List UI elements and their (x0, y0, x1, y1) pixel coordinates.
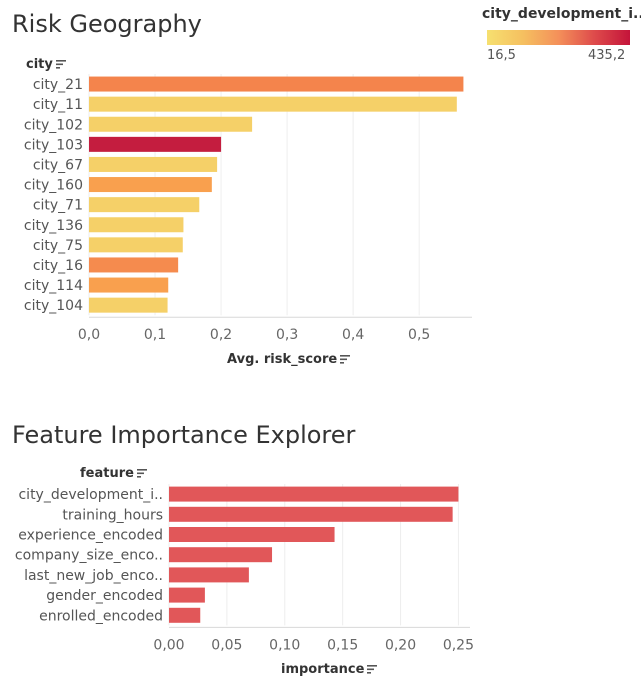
x-tick-label: 0,00 (153, 637, 184, 653)
city-field-header[interactable]: city (26, 57, 66, 72)
x-tick-label: 0,20 (385, 637, 416, 653)
category-label: city_21 (33, 77, 83, 93)
feature-importance-title: Feature Importance Explorer (12, 421, 356, 449)
category-label: city_development_i.. (18, 487, 163, 503)
sort-icon[interactable] (136, 469, 147, 478)
category-label: city_114 (24, 278, 83, 294)
city-field-label: city (26, 57, 53, 72)
category-label: city_103 (24, 137, 83, 153)
importance-axis-header[interactable]: importance (281, 662, 378, 677)
category-label: city_75 (33, 238, 83, 254)
risk-geography-title: Risk Geography (12, 10, 202, 38)
category-label: last_new_job_enco.. (24, 568, 163, 584)
category-label: company_size_enco.. (15, 548, 163, 564)
bar (89, 116, 253, 132)
category-label: city_11 (33, 97, 83, 113)
bar (89, 96, 457, 112)
category-label: city_16 (33, 258, 83, 274)
risk-score-axis-header[interactable]: Avg. risk_score (227, 352, 351, 367)
x-tick-label: 0,3 (276, 327, 298, 343)
x-tick-label: 0,15 (327, 637, 358, 653)
bar (89, 297, 168, 313)
bar (89, 217, 184, 233)
category-label: city_136 (24, 218, 83, 234)
x-tick-label: 0,10 (269, 637, 300, 653)
bar (89, 76, 464, 92)
bar (169, 527, 335, 542)
color-legend-title: city_development_i.. (482, 6, 641, 22)
x-tick-label: 0,05 (211, 637, 242, 653)
bar (169, 607, 201, 623)
feature-field-label: feature (80, 466, 134, 481)
category-label: city_104 (24, 298, 83, 314)
bar (169, 547, 273, 563)
sort-icon[interactable] (55, 60, 66, 69)
category-label: experience_encoded (18, 528, 163, 544)
bar (169, 567, 249, 583)
bar (89, 257, 179, 273)
sort-icon[interactable] (367, 665, 378, 674)
x-tick-label: 0,5 (408, 327, 430, 343)
category-label: training_hours (62, 507, 163, 523)
category-label: city_102 (24, 117, 83, 133)
bar (169, 506, 453, 522)
x-tick-label: 0,2 (210, 327, 232, 343)
category-label: city_71 (33, 198, 83, 214)
importance-axis-label: importance (281, 662, 365, 677)
x-tick-label: 0,25 (443, 637, 474, 653)
category-label: enrolled_encoded (39, 608, 163, 624)
bar (89, 197, 200, 213)
x-tick-label: 0,1 (144, 327, 166, 343)
x-tick-label: 0,0 (78, 327, 100, 343)
category-label: city_160 (24, 178, 83, 194)
sort-icon[interactable] (340, 355, 351, 364)
feature-importance-chart: city_development_i.. training_hoursexperi… (15, 484, 474, 653)
color-legend-gradient (487, 30, 630, 45)
bar (89, 136, 222, 152)
bar (89, 277, 169, 293)
category-label: city_67 (33, 157, 83, 173)
color-legend-min: 16,5 (487, 48, 516, 63)
risk-geography-chart: city_21 city_11 city_102 city_103 city_67cit… (24, 74, 472, 343)
risk-score-axis-label: Avg. risk_score (227, 352, 338, 367)
color-legend-max: 435,2 (588, 48, 626, 63)
x-tick-label: 0,4 (342, 327, 364, 343)
bar (89, 177, 212, 193)
category-label: gender_encoded (46, 588, 163, 604)
bar (169, 486, 459, 502)
feature-field-header[interactable]: feature (80, 466, 147, 481)
bar (89, 237, 183, 253)
bar (89, 156, 218, 172)
bar (169, 587, 205, 603)
